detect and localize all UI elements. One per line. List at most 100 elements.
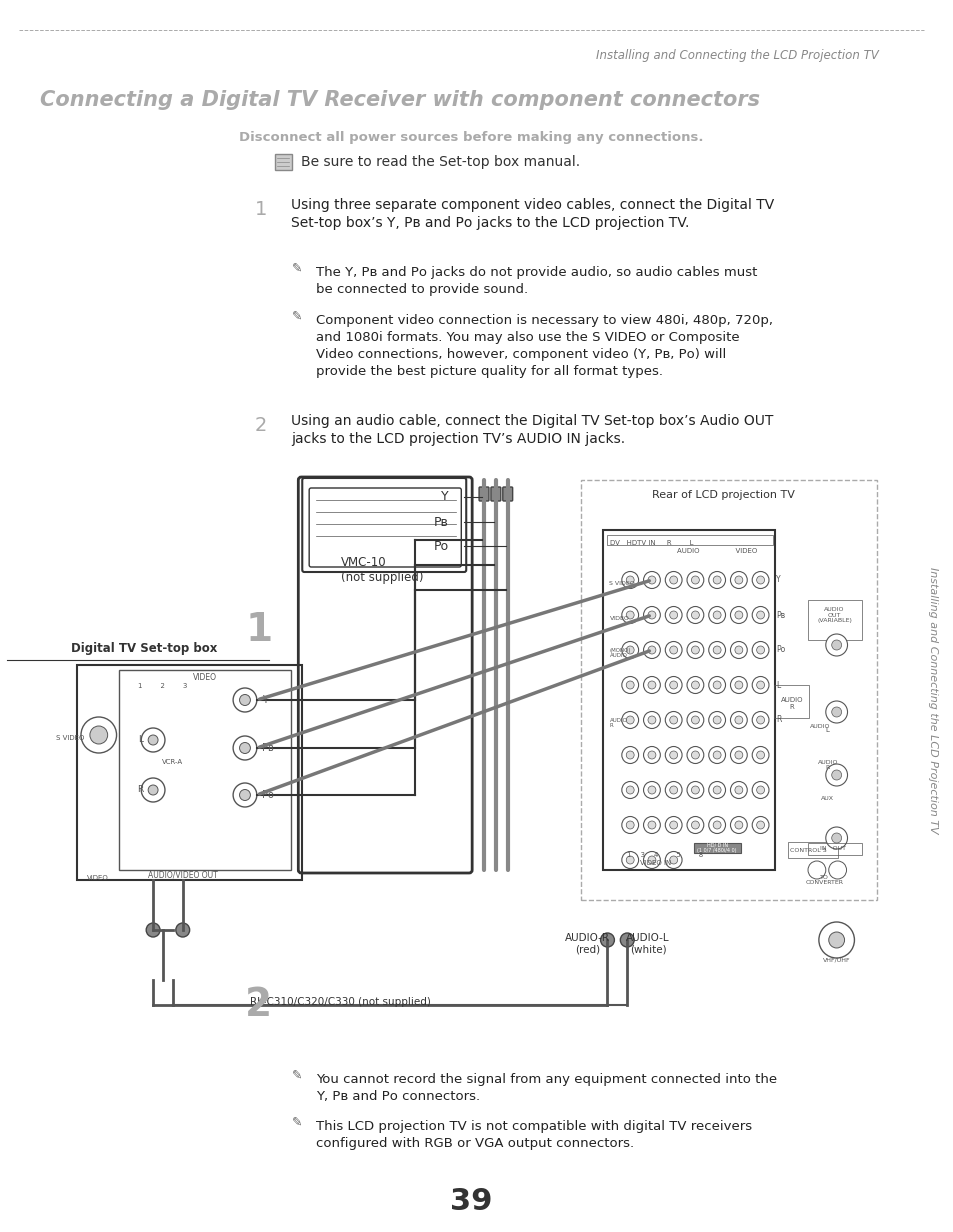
Circle shape bbox=[756, 646, 763, 654]
Text: Be sure to read the Set-top box manual.: Be sure to read the Set-top box manual. bbox=[301, 155, 579, 169]
Circle shape bbox=[669, 611, 677, 618]
Circle shape bbox=[664, 572, 681, 589]
Text: VIDEO IN: VIDEO IN bbox=[639, 860, 671, 866]
Circle shape bbox=[730, 606, 746, 623]
Circle shape bbox=[621, 747, 638, 764]
Circle shape bbox=[643, 676, 659, 694]
Circle shape bbox=[691, 611, 699, 618]
Circle shape bbox=[756, 821, 763, 829]
Circle shape bbox=[751, 606, 768, 623]
Circle shape bbox=[756, 752, 763, 759]
Circle shape bbox=[669, 716, 677, 724]
Text: AUDIO
R: AUDIO R bbox=[781, 696, 802, 710]
Text: VIDEO: VIDEO bbox=[193, 673, 216, 683]
Circle shape bbox=[828, 931, 843, 947]
Text: The Y, Pʙ and Pᴏ jacks do not provide audio, so audio cables must
be connected t: The Y, Pʙ and Pᴏ jacks do not provide au… bbox=[315, 266, 757, 296]
Circle shape bbox=[643, 851, 659, 869]
Circle shape bbox=[669, 821, 677, 829]
Circle shape bbox=[148, 785, 158, 795]
Circle shape bbox=[669, 786, 677, 793]
Circle shape bbox=[647, 821, 656, 829]
Circle shape bbox=[233, 687, 256, 712]
Text: Pᴏ: Pᴏ bbox=[261, 790, 274, 800]
Circle shape bbox=[734, 821, 742, 829]
Circle shape bbox=[625, 786, 634, 793]
Circle shape bbox=[734, 786, 742, 793]
Text: L: L bbox=[825, 727, 829, 733]
Circle shape bbox=[751, 781, 768, 798]
Text: Pʙ: Pʙ bbox=[434, 515, 448, 529]
Text: Y: Y bbox=[440, 490, 448, 504]
Circle shape bbox=[686, 572, 703, 589]
Circle shape bbox=[647, 856, 656, 864]
Circle shape bbox=[828, 861, 845, 878]
Circle shape bbox=[625, 856, 634, 864]
Circle shape bbox=[669, 681, 677, 689]
Text: 2: 2 bbox=[245, 986, 272, 1024]
Circle shape bbox=[625, 752, 634, 759]
Circle shape bbox=[664, 712, 681, 728]
Circle shape bbox=[664, 606, 681, 623]
Text: 1: 1 bbox=[245, 611, 272, 649]
Circle shape bbox=[664, 851, 681, 869]
Circle shape bbox=[825, 634, 846, 655]
Circle shape bbox=[730, 676, 746, 694]
Circle shape bbox=[734, 681, 742, 689]
Circle shape bbox=[713, 716, 720, 724]
Circle shape bbox=[647, 646, 656, 654]
Text: IN   OUT: IN OUT bbox=[819, 846, 845, 851]
Circle shape bbox=[708, 747, 725, 764]
Circle shape bbox=[686, 747, 703, 764]
FancyBboxPatch shape bbox=[694, 843, 740, 853]
Circle shape bbox=[664, 817, 681, 834]
Text: AUX: AUX bbox=[821, 796, 833, 801]
Circle shape bbox=[713, 752, 720, 759]
Circle shape bbox=[233, 736, 256, 760]
Circle shape bbox=[141, 777, 165, 802]
Circle shape bbox=[647, 577, 656, 584]
Circle shape bbox=[686, 817, 703, 834]
Circle shape bbox=[643, 572, 659, 589]
Circle shape bbox=[713, 577, 720, 584]
Circle shape bbox=[643, 642, 659, 658]
Circle shape bbox=[708, 642, 725, 658]
Text: 2: 2 bbox=[254, 416, 267, 435]
Circle shape bbox=[751, 676, 768, 694]
FancyBboxPatch shape bbox=[491, 487, 500, 501]
Circle shape bbox=[831, 833, 841, 843]
Circle shape bbox=[708, 606, 725, 623]
Circle shape bbox=[751, 642, 768, 658]
Circle shape bbox=[146, 923, 160, 938]
Circle shape bbox=[730, 572, 746, 589]
Circle shape bbox=[751, 817, 768, 834]
Circle shape bbox=[643, 712, 659, 728]
Text: DV   HDTV IN     R        L: DV HDTV IN R L bbox=[610, 540, 693, 546]
Circle shape bbox=[730, 817, 746, 834]
Text: 1: 1 bbox=[254, 200, 267, 219]
Circle shape bbox=[647, 716, 656, 724]
Circle shape bbox=[669, 577, 677, 584]
Text: Installing and Connecting the LCD Projection TV: Installing and Connecting the LCD Projec… bbox=[596, 48, 879, 62]
Text: S VIDEO: S VIDEO bbox=[609, 580, 635, 585]
Text: (MONO)
AUDIO: (MONO) AUDIO bbox=[609, 648, 630, 658]
Circle shape bbox=[625, 577, 634, 584]
Circle shape bbox=[708, 676, 725, 694]
Text: Y: Y bbox=[776, 575, 781, 584]
Circle shape bbox=[621, 851, 638, 869]
Circle shape bbox=[751, 747, 768, 764]
Circle shape bbox=[825, 827, 846, 849]
FancyBboxPatch shape bbox=[478, 487, 489, 501]
Text: VHF/UHF: VHF/UHF bbox=[822, 957, 849, 962]
Circle shape bbox=[691, 681, 699, 689]
Circle shape bbox=[175, 923, 190, 938]
Text: Using an audio cable, connect the Digital TV Set-top box’s Audio OUT
jacks to th: Using an audio cable, connect the Digita… bbox=[291, 414, 773, 446]
Circle shape bbox=[647, 681, 656, 689]
FancyBboxPatch shape bbox=[502, 487, 512, 501]
Circle shape bbox=[625, 611, 634, 618]
Circle shape bbox=[713, 646, 720, 654]
Circle shape bbox=[751, 572, 768, 589]
Circle shape bbox=[686, 712, 703, 728]
Circle shape bbox=[818, 922, 854, 958]
Circle shape bbox=[643, 747, 659, 764]
Circle shape bbox=[686, 781, 703, 798]
